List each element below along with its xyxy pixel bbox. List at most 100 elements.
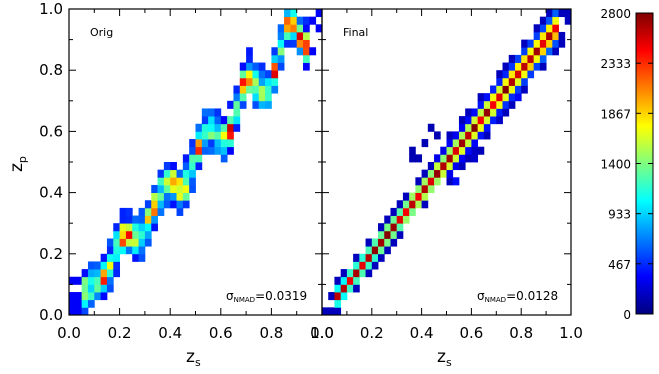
- heatmap-cell-final: [353, 253, 360, 262]
- x-tick-labels: 0.0 0.2 0.4 0.6 0.8 1.00.0 0.2 0.4 0.6 0.8 1.0: [57, 324, 583, 342]
- heatmap-cell-orig: [81, 292, 89, 301]
- heatmap-cell-final: [390, 230, 398, 239]
- heatmap-cell-orig: [157, 177, 165, 186]
- heatmap-cell-orig: [176, 184, 184, 193]
- heatmap-cell-orig: [170, 169, 177, 178]
- heatmap-cell-final: [427, 177, 435, 186]
- heatmap-cell-final: [340, 269, 348, 278]
- heatmap-cell-orig: [271, 54, 279, 63]
- heatmap-cell-orig: [246, 47, 253, 56]
- heatmap-cell-final: [446, 131, 454, 140]
- heatmap-cell-final: [514, 93, 522, 102]
- heatmap-cell-orig: [182, 154, 190, 163]
- heatmap-cell-final: [490, 100, 497, 109]
- heatmap-cell-final: [458, 139, 466, 148]
- heatmap-cell-orig: [163, 177, 171, 186]
- heatmap-cell-orig: [189, 169, 196, 178]
- heatmap-cell-orig: [233, 93, 241, 102]
- x-tick-label-final: 0.0: [310, 324, 334, 342]
- x-tick-label-orig: 0.8: [259, 324, 283, 342]
- heatmap-cell-final: [434, 162, 441, 171]
- heatmap-cell-final: [365, 246, 373, 255]
- heatmap-cell-orig: [106, 253, 114, 262]
- heatmap-cell-orig: [189, 177, 196, 186]
- heatmap-cell-orig: [290, 39, 298, 48]
- heatmap-cell-orig: [201, 116, 209, 125]
- heatmap-cell-orig: [277, 39, 285, 48]
- heatmap-cell-orig: [138, 223, 146, 232]
- heatmap-cell-orig: [81, 284, 89, 293]
- heatmap-cell-orig: [138, 207, 146, 216]
- heatmap-cell-orig: [163, 192, 171, 201]
- heatmap-cell-final: [353, 261, 360, 270]
- heatmap-cell-orig: [151, 215, 158, 224]
- heatmap-cell-final: [508, 70, 516, 79]
- heatmap-cell-final: [378, 230, 385, 239]
- heatmap-cell-final: [421, 200, 429, 209]
- y-label-text: zp: [7, 156, 29, 172]
- heatmap-cell-orig: [151, 192, 158, 201]
- colorbar-tick-label: 2800: [600, 7, 631, 21]
- heatmap-cell-orig: [157, 169, 165, 178]
- y-tick-label: 0.2: [39, 245, 63, 263]
- heatmap-cell-orig: [208, 123, 215, 132]
- heatmap-cell-orig: [176, 200, 184, 209]
- heatmap-cell-final: [490, 85, 497, 94]
- heatmap-cell-orig: [233, 85, 241, 94]
- colorbar-tick-label: 1867: [600, 107, 631, 121]
- heatmap-cell-final: [378, 246, 385, 255]
- heatmap-cell-orig: [170, 192, 177, 201]
- heatmap-cell-final: [483, 100, 491, 109]
- heatmap-cell-final: [384, 230, 391, 239]
- heatmap-cell-orig: [214, 146, 222, 155]
- heatmap-cell-final: [521, 54, 528, 63]
- x-label-main-orig: z: [186, 347, 195, 367]
- y-label-main: z: [7, 163, 27, 172]
- heatmap-cell-orig: [201, 131, 209, 140]
- heatmap-cell-final: [558, 31, 566, 40]
- heatmap-cell-orig: [220, 131, 228, 140]
- heatmap-cell-orig: [201, 123, 209, 132]
- heatmap-cell-orig: [265, 70, 272, 79]
- heatmap-cell-orig: [309, 16, 317, 25]
- heatmap-cell-orig: [252, 77, 260, 86]
- heatmap-cell-final: [521, 47, 528, 56]
- heatmap-cell-orig: [157, 207, 165, 216]
- heatmap-cell-final: [402, 207, 410, 216]
- panel-label-orig: Orig: [90, 26, 113, 39]
- heatmap-cell-orig: [195, 131, 203, 140]
- heatmap-cell-orig: [252, 100, 260, 109]
- heatmap-cell-final: [378, 223, 385, 232]
- heatmap-cell-orig: [69, 276, 76, 285]
- heatmap-cell-orig: [277, 31, 285, 40]
- heatmap-cell-orig: [252, 85, 260, 94]
- sigma-value-final: =0.0128: [506, 289, 558, 303]
- heatmap-cell-final: [483, 131, 491, 140]
- heatmap-cell-final: [496, 77, 503, 86]
- heatmap-cell-final: [527, 54, 535, 63]
- heatmap-cell-orig: [94, 284, 102, 293]
- heatmap-cell-final: [521, 62, 528, 71]
- heatmap-cell-orig: [69, 307, 76, 316]
- heatmap-cell-orig: [138, 238, 146, 247]
- heatmap-cell-final: [371, 253, 379, 262]
- heatmap-cell-final: [409, 207, 416, 216]
- heatmap-cell-final: [409, 146, 416, 155]
- heatmap-cell-final: [564, 16, 572, 25]
- heatmap-cell-orig: [233, 116, 241, 125]
- sigma-symbol-final: σ: [477, 289, 485, 303]
- heatmap-cell-orig: [100, 269, 108, 278]
- heatmap-cell-final: [508, 77, 516, 86]
- heatmap-cell-orig: [182, 177, 190, 186]
- sigma-sub-orig: NMAD: [234, 296, 255, 304]
- heatmap-cell-final: [546, 31, 553, 40]
- heatmap-cell-final: [465, 123, 472, 132]
- heatmap-cell-orig: [303, 16, 310, 25]
- heatmap-cell-final: [346, 269, 354, 278]
- heatmap-cell-orig: [265, 85, 272, 94]
- heatmap-cell-final: [421, 177, 429, 186]
- heatmap-cell-final: [477, 108, 485, 117]
- heatmap-cell-final: [483, 108, 491, 117]
- heatmap-cells-orig: [69, 9, 323, 316]
- heatmap-cell-orig: [157, 192, 165, 201]
